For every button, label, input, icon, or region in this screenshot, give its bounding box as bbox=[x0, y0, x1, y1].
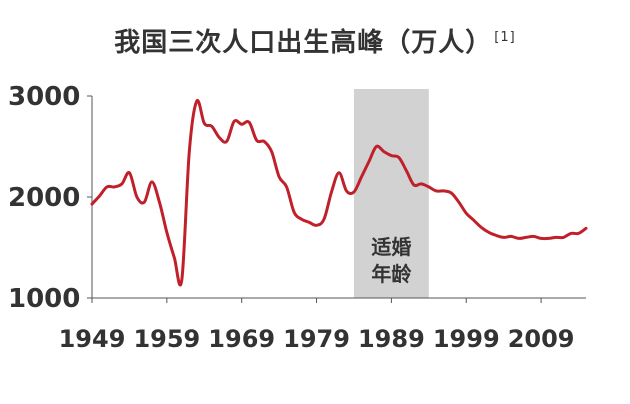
data-point bbox=[91, 203, 94, 206]
chart-title-text: 我国三次人口出生高峰（万人） bbox=[114, 28, 493, 58]
shaded-region-label-line-2: 年龄 bbox=[371, 262, 412, 286]
data-point bbox=[405, 169, 408, 172]
y-tick-label: 1000 bbox=[8, 284, 80, 314]
data-point bbox=[106, 186, 109, 189]
data-point bbox=[323, 218, 326, 221]
data-point bbox=[525, 236, 528, 239]
data-point bbox=[293, 211, 296, 214]
data-point bbox=[495, 234, 498, 237]
data-point bbox=[517, 237, 520, 240]
data-point bbox=[128, 171, 131, 174]
data-point bbox=[218, 136, 221, 139]
y-tick-labels: 1000 2000 3000 bbox=[8, 82, 80, 314]
data-point bbox=[240, 123, 243, 126]
data-point bbox=[285, 186, 288, 189]
x-tick-label: 1999 bbox=[433, 325, 500, 353]
data-point bbox=[510, 235, 513, 238]
data-point bbox=[375, 145, 378, 148]
chart-title-reference: [1] bbox=[494, 30, 516, 46]
data-point bbox=[173, 256, 176, 259]
data-point bbox=[585, 227, 588, 230]
data-point bbox=[383, 150, 386, 153]
data-point bbox=[188, 150, 191, 153]
data-point bbox=[465, 212, 468, 215]
shaded-region-label-line-1: 适婚 bbox=[371, 235, 411, 259]
shaded-region bbox=[353, 89, 429, 298]
data-point bbox=[233, 120, 236, 123]
x-tick-label: 1949 bbox=[59, 325, 126, 353]
data-point bbox=[195, 100, 198, 103]
data-point bbox=[338, 171, 341, 174]
data-point bbox=[442, 190, 445, 193]
data-point bbox=[368, 160, 371, 163]
x-tick-label: 1959 bbox=[133, 325, 200, 353]
data-point bbox=[248, 121, 251, 124]
data-point bbox=[121, 182, 124, 185]
data-point bbox=[158, 201, 161, 204]
data-point bbox=[143, 201, 146, 204]
data-point bbox=[345, 190, 348, 193]
data-point bbox=[360, 175, 363, 178]
data-point bbox=[315, 224, 318, 227]
data-point bbox=[353, 191, 356, 194]
data-point bbox=[113, 186, 116, 189]
data-point bbox=[472, 219, 475, 222]
data-point bbox=[210, 125, 213, 128]
data-point bbox=[457, 201, 460, 204]
data-points bbox=[91, 100, 588, 282]
data-point bbox=[570, 232, 573, 235]
data-point bbox=[397, 156, 400, 159]
data-point bbox=[180, 278, 183, 281]
data-point bbox=[427, 186, 430, 189]
data-point bbox=[435, 190, 438, 193]
y-tick-label: 2000 bbox=[8, 183, 80, 213]
data-point bbox=[165, 231, 168, 234]
y-tick-label: 3000 bbox=[8, 82, 80, 112]
x-tick-labels: 1949 1959 1969 1979 1989 1999 2009 bbox=[59, 325, 575, 353]
x-tick-label: 1989 bbox=[358, 325, 425, 353]
data-point bbox=[412, 183, 415, 186]
data-point bbox=[98, 195, 101, 198]
data-point bbox=[300, 218, 303, 221]
data-point bbox=[555, 236, 558, 239]
x-tick-label: 2009 bbox=[508, 325, 575, 353]
data-point bbox=[270, 150, 273, 153]
data-point bbox=[330, 191, 333, 194]
data-point bbox=[263, 140, 266, 143]
data-point bbox=[203, 122, 206, 125]
data-point bbox=[308, 221, 311, 224]
x-tick-label: 1969 bbox=[208, 325, 275, 353]
data-point bbox=[150, 180, 153, 183]
data-point bbox=[562, 236, 565, 239]
data-point bbox=[255, 139, 258, 142]
data-point bbox=[547, 237, 550, 240]
data-point bbox=[532, 235, 535, 238]
data-point bbox=[136, 196, 139, 199]
data-point bbox=[278, 175, 281, 178]
data-point bbox=[390, 154, 393, 157]
x-tick-label: 1979 bbox=[283, 325, 350, 353]
data-point bbox=[540, 237, 543, 240]
data-point bbox=[225, 140, 228, 143]
data-point bbox=[577, 232, 580, 235]
data-point bbox=[420, 182, 423, 185]
x-tick-marks bbox=[91, 298, 542, 303]
data-point bbox=[480, 226, 483, 229]
data-point bbox=[502, 236, 505, 239]
y-tick-marks bbox=[87, 95, 92, 299]
series-line bbox=[90, 99, 588, 287]
data-point bbox=[450, 192, 453, 195]
data-point bbox=[487, 231, 490, 234]
chart-title: 我国三次人口出生高峰（万人） [1] bbox=[0, 22, 630, 59]
